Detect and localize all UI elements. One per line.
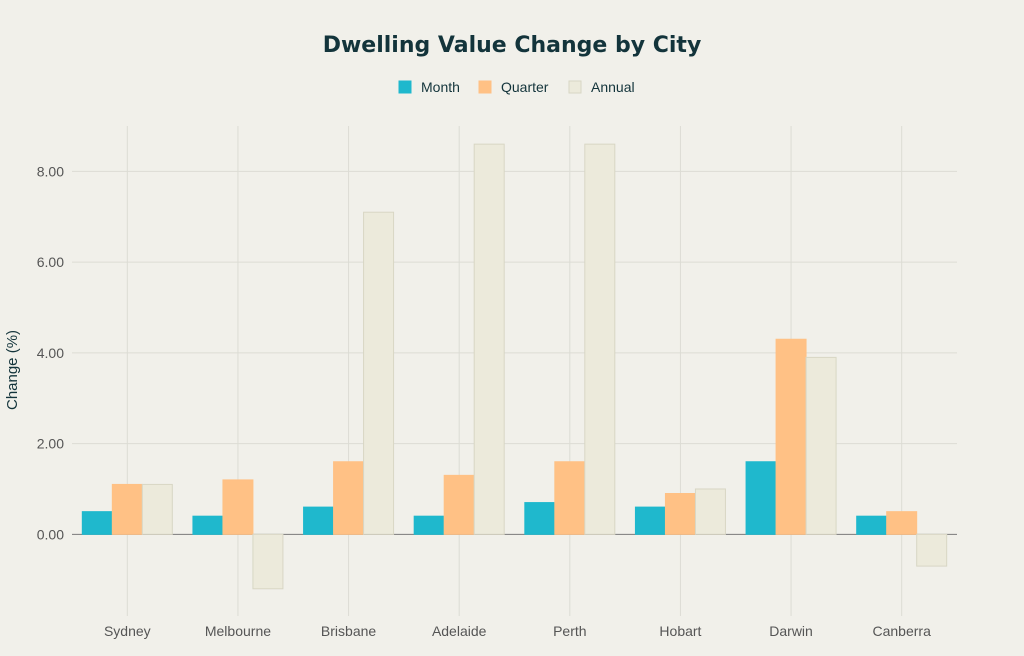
bar-quarter-adelaide[interactable]	[443, 474, 475, 535]
x-tick-label: Sydney	[104, 623, 151, 639]
x-tick-label: Hobart	[659, 623, 701, 639]
y-tick-label: 8.00	[37, 163, 64, 179]
bar-quarter-melbourne[interactable]	[222, 479, 254, 535]
legend-label: Month	[421, 79, 460, 95]
bar-quarter-brisbane[interactable]	[333, 461, 365, 535]
bar-month-darwin[interactable]	[745, 461, 777, 535]
chart-title: Dwelling Value Change by City	[323, 33, 702, 58]
legend-label: Annual	[591, 79, 635, 95]
bar-annual-canberra[interactable]	[916, 533, 948, 567]
bar-annual-darwin[interactable]	[805, 356, 837, 535]
tick-labels: 0.00 2.00 4.00 6.00 8.00 Sydney Melbourne Brisb…	[37, 163, 931, 639]
bar-month-hobart[interactable]	[634, 506, 666, 535]
x-tick-label: Melbourne	[205, 623, 271, 639]
y-tick-label: 2.00	[37, 436, 64, 452]
y-axis-label: Change (%)	[4, 330, 21, 410]
bar-quarter-hobart[interactable]	[664, 493, 696, 535]
bar-quarter-sydney[interactable]	[111, 483, 143, 535]
x-tick-label: Brisbane	[321, 623, 376, 639]
bar-quarter-canberra[interactable]	[886, 511, 918, 535]
bar-quarter-perth[interactable]	[554, 461, 586, 535]
x-tick-label: Perth	[553, 623, 586, 639]
bar-month-perth[interactable]	[524, 502, 556, 535]
bars	[81, 143, 948, 590]
bar-annual-perth[interactable]	[584, 143, 616, 535]
bar-annual-melbourne[interactable]	[252, 533, 284, 590]
x-tick-label: Canberra	[873, 623, 932, 639]
legend-swatch	[398, 80, 412, 94]
bar-month-brisbane[interactable]	[303, 506, 335, 535]
legend-item-annual[interactable]: Annual	[568, 79, 635, 95]
bar-annual-hobart[interactable]	[694, 488, 726, 535]
legend: Month Quarter Annual	[398, 79, 635, 95]
legend-label: Quarter	[501, 79, 549, 95]
legend-swatch	[478, 80, 492, 94]
bar-annual-adelaide[interactable]	[473, 143, 505, 535]
x-tick-label: Adelaide	[432, 623, 487, 639]
legend-item-quarter[interactable]: Quarter	[478, 79, 549, 95]
y-tick-label: 6.00	[37, 254, 64, 270]
x-tick-label: Darwin	[769, 623, 813, 639]
bar-month-melbourne[interactable]	[192, 515, 224, 535]
legend-item-month[interactable]: Month	[398, 79, 460, 95]
bar-month-canberra[interactable]	[856, 515, 888, 535]
bar-annual-sydney[interactable]	[141, 483, 173, 535]
y-tick-label: 0.00	[37, 526, 64, 542]
bar-month-adelaide[interactable]	[413, 515, 445, 535]
bar-month-sydney[interactable]	[81, 511, 113, 535]
legend-swatch	[568, 80, 582, 94]
y-tick-label: 4.00	[37, 345, 64, 361]
bar-annual-brisbane[interactable]	[363, 211, 395, 535]
bar-quarter-darwin[interactable]	[775, 338, 807, 535]
